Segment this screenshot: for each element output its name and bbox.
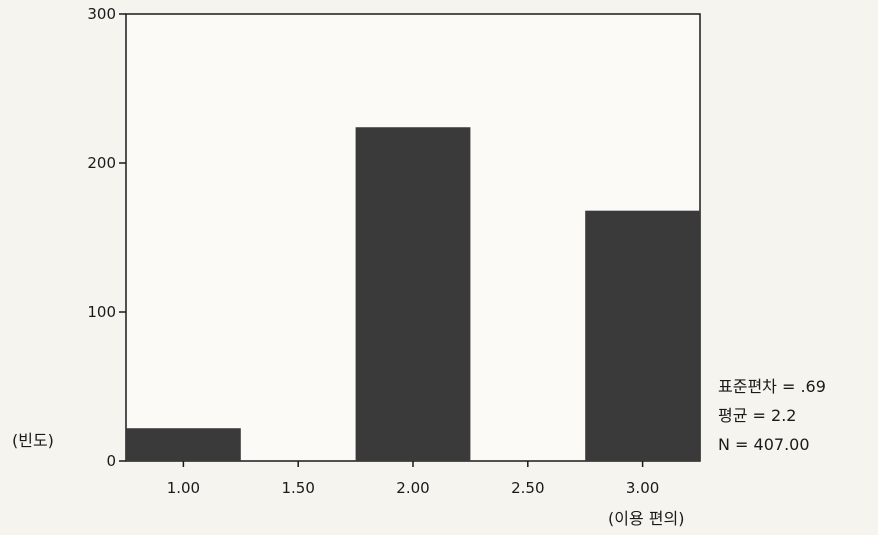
y-tick-label-1: 100 [87,303,116,321]
y-tick-label-3: 300 [87,5,116,23]
y-tick-label-0: 0 [106,452,116,470]
x-tick-label-3: 2.50 [511,479,544,497]
x-axis-label: (이용 편의) [608,509,684,528]
bar-2 [585,210,700,461]
x-tick-label-4: 3.00 [626,479,659,497]
y-tick-label-2: 200 [87,154,116,172]
x-axis: 1.00 1.50 2.00 2.50 3.00 [167,461,659,497]
x-tick-label-1: 1.50 [281,479,314,497]
stat-std-dev: 표준편차 = .69 [718,377,826,396]
stat-mean: 평균 = 2.2 [718,406,796,425]
y-axis: 0 100 200 300 [87,5,126,470]
y-axis-label: (빈도) [12,431,54,450]
stats-box: 표준편차 = .69 평균 = 2.2 N = 407.00 [718,377,826,454]
stat-n: N = 407.00 [718,435,810,454]
bar-0 [126,428,241,461]
bars-group [126,127,700,462]
x-tick-label-2: 2.00 [396,479,429,497]
bar-1 [355,127,471,462]
x-tick-label-0: 1.00 [167,479,200,497]
